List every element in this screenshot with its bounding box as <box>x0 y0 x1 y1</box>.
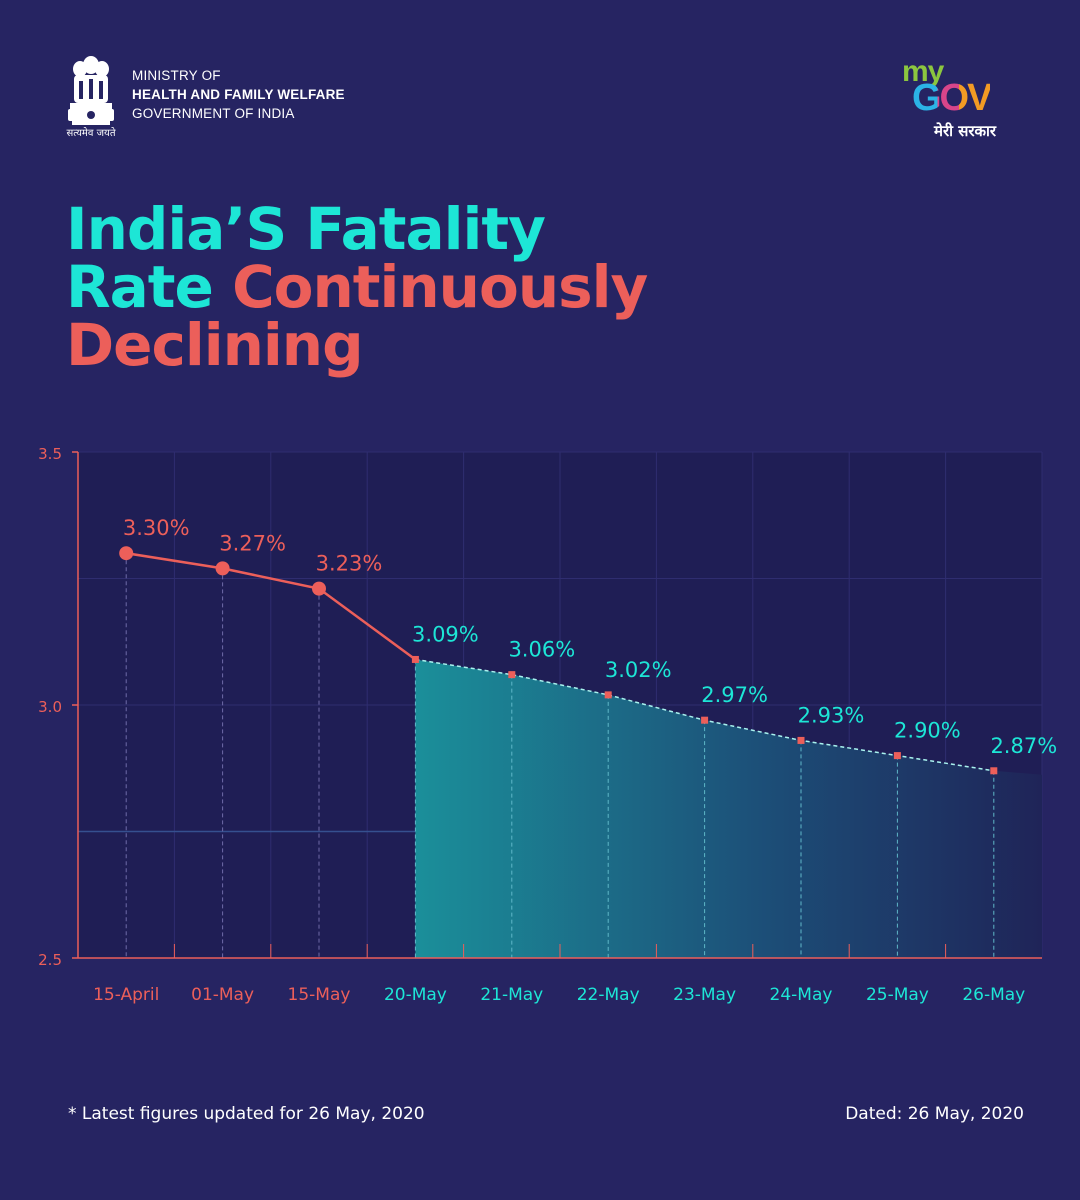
x-tick-label: 25-May <box>866 985 929 1005</box>
data-label: 3.06% <box>508 638 575 662</box>
ministry-name: MINISTRY OF HEALTH AND FAMILY WELFARE GO… <box>132 66 345 123</box>
mygov-logo: my GOV मेरी सरकार <box>902 55 1012 145</box>
footnote: * Latest figures updated for 26 May, 202… <box>68 1104 425 1124</box>
data-point <box>893 752 901 760</box>
data-label: 3.30% <box>123 516 190 540</box>
data-label: 3.23% <box>316 552 383 576</box>
data-point <box>604 691 612 699</box>
x-tick-label: 15-May <box>288 985 351 1005</box>
mygov-tagline: मेरी सरकार <box>934 122 997 140</box>
mygov-logo-gov: GOV <box>912 77 992 119</box>
x-tick-label: 15-April <box>93 985 159 1005</box>
data-point <box>215 561 230 576</box>
x-tick-label: 22-May <box>577 985 640 1005</box>
title-part1: India’S Fatality <box>66 195 546 263</box>
dated-label: Dated: 26 May, 2020 <box>845 1104 1024 1124</box>
x-tick-label: 21-May <box>480 985 543 1005</box>
y-tick-label: 3.0 <box>38 698 62 716</box>
data-point <box>990 767 998 775</box>
highlight-area <box>415 659 1042 958</box>
title-part4: Declining <box>66 311 364 379</box>
x-tick-label: 26-May <box>962 985 1025 1005</box>
title-part2: Rate <box>66 253 214 321</box>
data-point <box>312 581 326 596</box>
x-tick-label: 20-May <box>384 985 447 1005</box>
data-label: 2.87% <box>990 734 1057 758</box>
x-tick-label: 24-May <box>770 985 833 1005</box>
emblem-motto: सत्यमेव जयते <box>66 128 116 139</box>
data-label: 3.27% <box>219 531 286 555</box>
x-tick-label: 23-May <box>673 985 736 1005</box>
ministry-line1: MINISTRY OF <box>132 68 221 83</box>
mygov-logo-my: my <box>902 55 944 88</box>
header: सत्यमेव जयते MINISTRY OF HEALTH AND FAMI… <box>60 45 1020 145</box>
national-emblem-icon <box>68 56 114 125</box>
data-label: 2.97% <box>701 683 768 707</box>
data-point <box>119 546 134 561</box>
x-tick-label: 01-May <box>191 985 254 1005</box>
data-label: 3.02% <box>605 658 672 682</box>
y-tick-label: 2.5 <box>38 951 62 969</box>
data-point <box>411 655 419 663</box>
data-point <box>701 716 709 724</box>
title-part3: Continuously <box>232 253 648 321</box>
y-tick-label: 3.5 <box>38 445 62 463</box>
data-point <box>797 736 805 744</box>
data-label: 2.90% <box>894 719 961 743</box>
fatality-rate-chart: 3.30% 3.27% 3.23% 3.09% 3.06% 3.02% 2.97% 2.93%… <box>38 445 1057 1005</box>
data-point <box>508 671 516 679</box>
page-title: India’S Fatality Rate Continuously Decli… <box>66 200 966 374</box>
ministry-line3: GOVERNMENT OF INDIA <box>132 106 295 121</box>
data-label: 3.09% <box>412 622 479 646</box>
ministry-line2: HEALTH AND FAMILY WELFARE <box>132 87 345 102</box>
data-label: 2.93% <box>798 703 865 727</box>
series-line-solid <box>126 551 417 661</box>
